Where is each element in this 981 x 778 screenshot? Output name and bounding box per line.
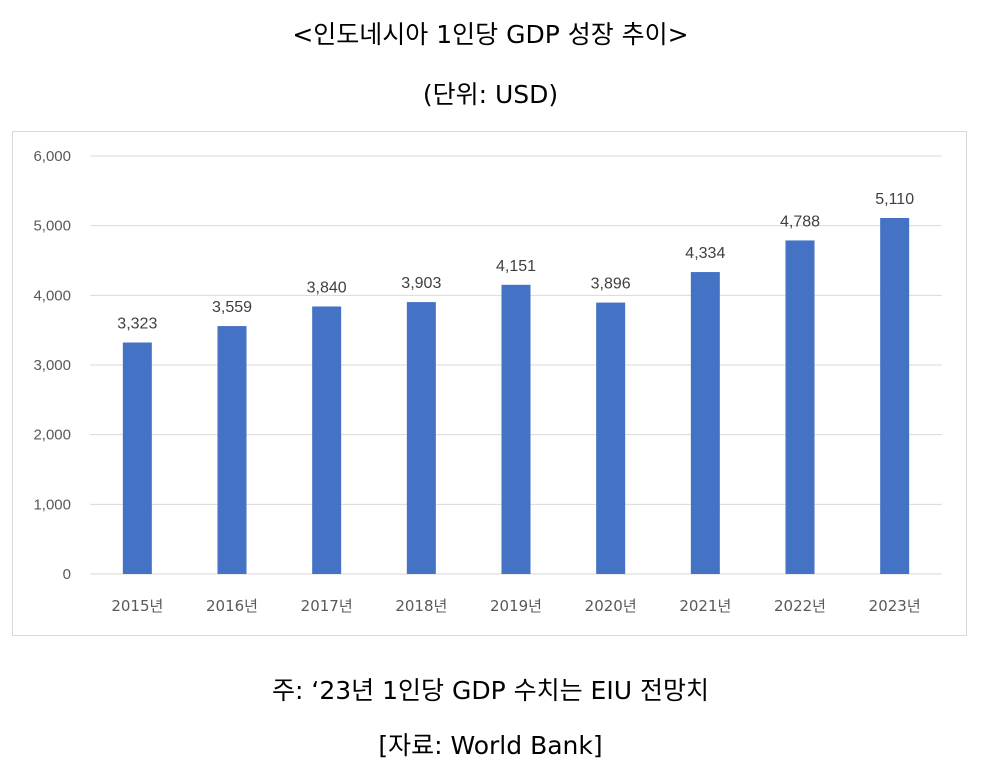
x-tick-label: 2016년	[206, 597, 258, 615]
data-label: 3,323	[117, 315, 157, 332]
x-tick-label: 2020년	[585, 597, 637, 615]
y-tick-label: 1,000	[33, 496, 71, 513]
data-label: 3,840	[307, 279, 347, 296]
chart-area: 0 1,000 2,000 3,000 4,000 5,000 6,000 3,323 2015…	[12, 131, 967, 636]
bar-chart: 0 1,000 2,000 3,000 4,000 5,000 6,000 3,323 2015…	[33, 148, 942, 615]
data-label: 4,151	[496, 258, 536, 275]
bar	[122, 342, 152, 574]
data-label: 5,110	[875, 191, 914, 208]
data-label: 3,896	[591, 276, 631, 293]
y-tick-label: 5,000	[33, 218, 71, 235]
bar	[217, 326, 247, 574]
bar	[406, 302, 436, 574]
bar	[690, 272, 720, 574]
data-label: 3,903	[401, 275, 441, 292]
bar	[312, 306, 342, 574]
x-tick-label: 2023년	[869, 597, 921, 615]
y-tick-label: 2,000	[33, 427, 71, 444]
y-tick-label: 6,000	[33, 148, 71, 165]
data-label: 4,334	[685, 245, 725, 262]
y-tick-label: 4,000	[33, 287, 71, 304]
chart-title: <인도네시아 1인당 GDP 성장 추이>	[292, 20, 689, 49]
bar	[785, 240, 815, 574]
x-tick-label: 2022년	[774, 597, 826, 615]
bar	[501, 284, 531, 574]
unit-label: (단위: USD)	[422, 80, 559, 109]
x-tick-label: 2019년	[490, 597, 542, 615]
x-tick-label: 2018년	[395, 597, 447, 615]
data-label: 4,788	[780, 213, 820, 230]
y-tick-label: 0	[63, 566, 71, 583]
data-label: 3,559	[212, 299, 252, 316]
x-tick-label: 2021년	[679, 597, 731, 615]
source-label: [자료: World Bank]	[378, 731, 603, 760]
bar	[880, 218, 910, 574]
y-tick-label: 3,000	[33, 357, 71, 374]
bar	[596, 302, 626, 574]
footnote: 주: ‘23년 1인당 GDP 수치는 EIU 전망치	[272, 676, 709, 705]
x-tick-label: 2015년	[111, 597, 163, 615]
x-tick-label: 2017년	[301, 597, 353, 615]
